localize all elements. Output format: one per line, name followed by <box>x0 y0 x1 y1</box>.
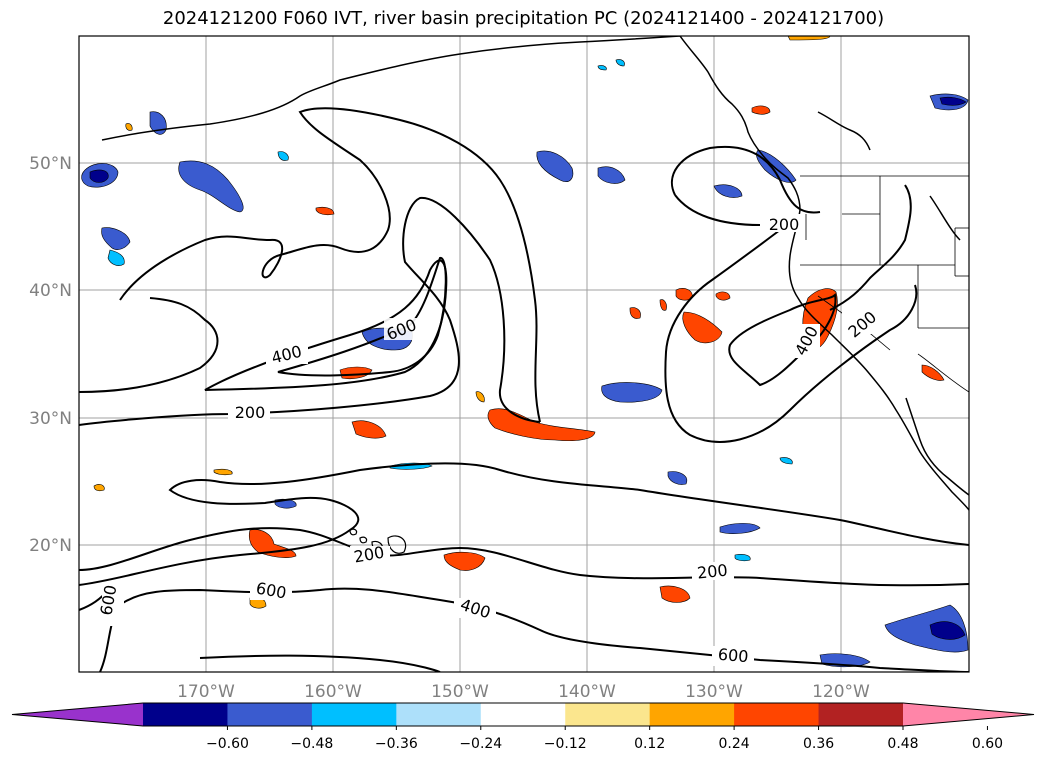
lat-label-40n: 40°N <box>29 281 72 301</box>
ivt-label: 400 <box>791 323 822 359</box>
colorbar-tick-label: −0.48 <box>290 736 333 752</box>
lon-label-170w: 170°W <box>177 682 235 702</box>
ivt-labels: 200 200 200 200 200 400 400 400 <box>96 214 882 666</box>
ivt-label-text: 600 <box>717 645 749 667</box>
colorbar-tick-label: 0.12 <box>634 736 665 752</box>
colorbar-extend-min <box>12 703 143 726</box>
map-area <box>79 36 969 672</box>
colorbar-tick-label: 0.24 <box>719 736 750 752</box>
lat-label-20n: 20°N <box>29 536 72 556</box>
ivt-label: 200 <box>228 403 270 422</box>
ivt-label-text: 200 <box>235 403 266 422</box>
latitude-labels: 20°N 30°N 40°N 50°N <box>29 154 72 556</box>
colorbar-tick-label: −0.12 <box>544 736 587 752</box>
colorbar-tick-label: −0.24 <box>459 736 502 752</box>
colorbar-outline <box>11 702 1035 727</box>
lat-label-50n: 50°N <box>29 154 72 174</box>
colorbar-tick-label: −0.60 <box>206 736 249 752</box>
lon-label-120w: 120°W <box>812 682 870 702</box>
colorbar-segment <box>311 703 397 726</box>
colorbar-segment <box>565 703 651 726</box>
ivt-label: 200 <box>350 543 390 567</box>
lon-label-160w: 160°W <box>304 682 362 702</box>
colorbar-extend-max <box>903 703 1034 726</box>
ivt-label: 400 <box>266 342 308 367</box>
colorbar-segment <box>818 703 904 726</box>
ivt-label: 600 <box>250 579 292 603</box>
colorbar-segment <box>649 703 735 726</box>
lon-label-130w: 130°W <box>685 682 743 702</box>
ivt-label: 400 <box>454 595 496 622</box>
lat-label-30n: 30°N <box>29 409 72 429</box>
colorbar-segment <box>734 703 820 726</box>
map-title: 2024121200 F060 IVT, river basin precipi… <box>162 8 885 29</box>
colorbar-segment <box>143 703 228 726</box>
colorbar-segment <box>396 703 482 726</box>
precip-positive-regions <box>93 36 945 609</box>
ivt-label: 200 <box>764 214 804 234</box>
longitude-labels: 170°W 160°W 150°W 140°W 130°W 120°W <box>177 682 870 702</box>
colorbar-segment <box>480 703 566 726</box>
map-frame <box>78 35 970 673</box>
borders <box>800 175 969 393</box>
ivt-label: 600 <box>712 645 754 667</box>
colorbar-tick-label: 0.48 <box>887 736 918 752</box>
ivt-label-text: 200 <box>696 560 728 582</box>
ivt-label: 600 <box>96 583 124 626</box>
ivt-label-text: 200 <box>769 215 800 234</box>
lon-label-150w: 150°W <box>431 682 489 702</box>
coastlines <box>101 36 969 511</box>
colorbar-tick-label: 0.60 <box>972 736 1003 752</box>
ivt-label: 200 <box>692 560 734 583</box>
colorbar: −0.60 −0.48 −0.36 −0.24 −0.12 0.12 0.24 0.36 0.4… <box>11 702 1035 752</box>
colorbar-tick-label: −0.36 <box>375 736 418 752</box>
colorbar-segment <box>227 703 313 726</box>
colorbar-tick-label: 0.36 <box>803 736 834 752</box>
lon-label-140w: 140°W <box>558 682 616 702</box>
ivt-label: 600 <box>384 315 420 344</box>
